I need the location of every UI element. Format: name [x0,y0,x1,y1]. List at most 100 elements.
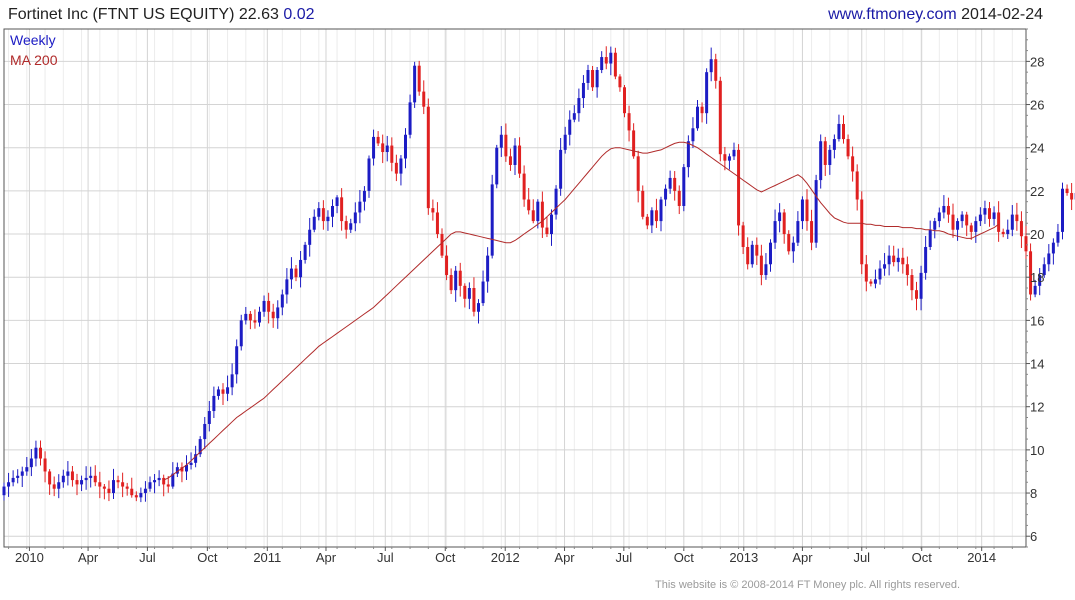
candle-body [166,484,170,487]
candle-body [458,270,462,286]
candle-body [673,177,677,191]
x-tick-label: Jul [377,550,394,565]
candle-body [16,475,20,478]
candle-body [545,227,549,235]
x-tick-label: 2011 [253,550,281,565]
x-tick-label: Apr [316,550,337,565]
site-link[interactable]: www.ftmoney.com [828,6,957,23]
candle-body [230,374,234,388]
candle-body [965,214,969,226]
candle-body [623,87,626,114]
candle-body [896,257,900,263]
candle-body [554,188,558,215]
y-tick-label: 10 [1030,443,1044,458]
candle-body [43,458,47,472]
candle-body [668,177,672,189]
candle-body [285,279,289,295]
candle-body [522,173,526,200]
candle-body [645,216,649,226]
candle-body [700,106,704,114]
candle-body [960,214,964,222]
candle-body [372,136,376,159]
candle-body [1070,193,1074,200]
candle-body [905,264,909,276]
y-tick-label: 18 [1030,270,1044,285]
candle-body [239,320,243,347]
candle-body [317,208,321,217]
candle-body [267,300,271,312]
candle-body [198,439,202,455]
candle-body [659,199,663,222]
candle-body [495,147,499,185]
candle-body [974,221,978,232]
candle-body [846,139,850,157]
y-tick-label: 6 [1030,529,1037,544]
candle-body [810,221,814,243]
candle-body [641,190,645,217]
candle-body [486,255,490,282]
candle-body [25,467,29,472]
x-tick-label: 2014 [967,550,996,565]
candle-body [153,480,157,483]
candle-body [413,65,417,103]
candle-body [632,130,636,157]
candle-body [422,91,426,107]
candle-body [791,242,795,252]
candle-body [764,264,768,276]
candle-body [203,423,207,440]
x-tick-label: 2013 [729,550,758,565]
candle-body [581,82,585,99]
candle-body [57,482,61,489]
candle-body [1056,231,1060,243]
candle-body [1024,236,1028,252]
candle-body [837,123,841,140]
candle-body [11,477,15,483]
candle-body [289,268,293,280]
candle-body [1006,229,1010,235]
candle-body [477,303,480,312]
candle-body [75,480,79,485]
candle-body [613,52,617,77]
candle-body [408,102,412,135]
candle-body [80,480,84,485]
security-title: Fortinet Inc (FTNT US EQUITY) 22.63 [8,6,279,23]
candle-body [84,477,88,481]
candle-body [431,208,435,213]
candle-body [194,454,198,463]
candle-body [48,471,52,485]
candle-body [445,255,449,276]
candle-body [235,346,239,375]
candle-body [1029,251,1033,295]
candle-body [349,223,353,230]
candle-body [157,477,161,481]
candle-body [664,188,668,200]
candle-body [951,214,955,230]
candle-body [828,149,832,165]
y-tick-label: 22 [1030,184,1044,199]
candle-body [723,154,727,161]
candle-body [344,221,348,230]
candle-body [787,234,791,252]
candle-body [1065,188,1069,194]
candle-body [618,76,622,88]
candle-body [928,229,932,247]
candle-body [864,264,868,282]
candle-body [381,143,385,153]
x-tick-label: Oct [674,550,695,565]
candle-body [741,225,745,247]
candle-body [778,212,782,222]
candle-body [244,313,248,321]
candle-body [271,311,275,319]
x-tick-label: Oct [435,550,456,565]
candle-body [353,212,357,224]
candle-body [185,464,188,472]
candle-body [216,389,220,396]
candle-body [212,395,216,412]
candle-body [312,216,316,230]
candle-body [604,57,608,64]
candle-body [568,119,572,135]
candle-body [171,473,175,487]
candle-body [299,259,303,278]
candle-body [860,199,864,265]
candle-body [1001,231,1005,235]
